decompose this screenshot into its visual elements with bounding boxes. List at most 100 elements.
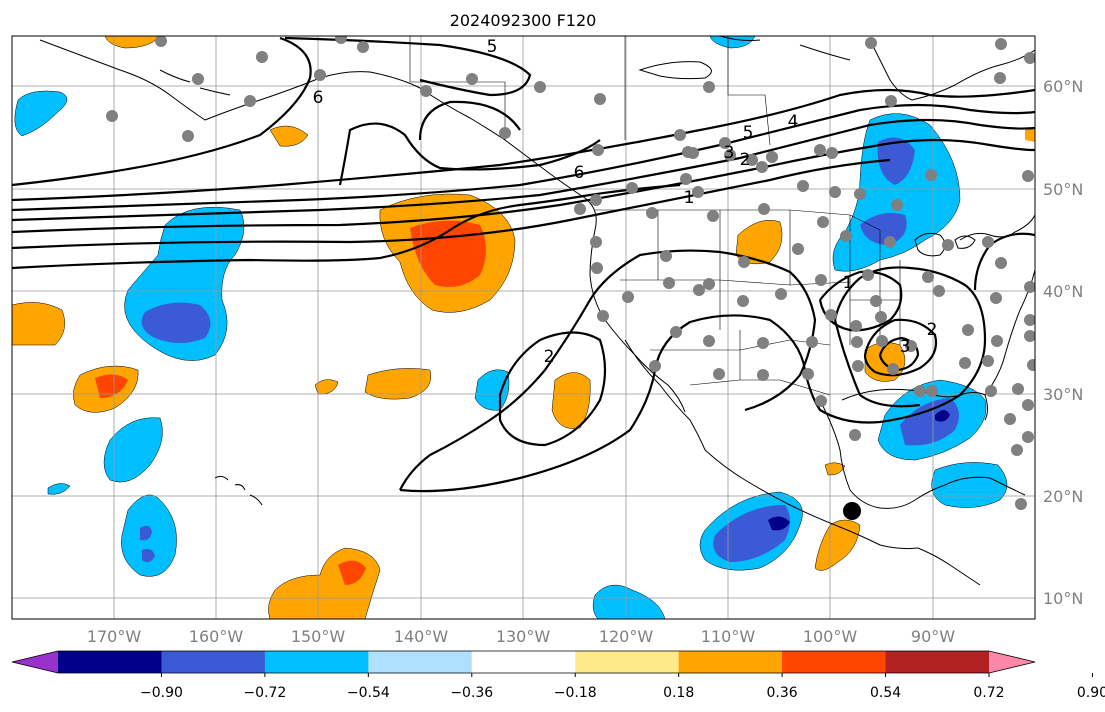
lon-label: 140°W bbox=[394, 627, 449, 646]
contour-label: 2 bbox=[544, 347, 555, 367]
contour-label: 2 bbox=[740, 150, 751, 170]
contour-bundle-3 bbox=[12, 118, 1035, 222]
pos-anomaly-small-ne bbox=[269, 125, 309, 147]
colorbar-tick-label: −0.72 bbox=[243, 685, 286, 701]
central-america bbox=[917, 476, 1026, 586]
contour-label: 6 bbox=[313, 88, 324, 108]
latitude-labels: 60°N 50°N 40°N 30°N 20°N 10°N bbox=[1043, 77, 1083, 608]
contour-low-east bbox=[818, 270, 903, 332]
neg-anomaly-canada-core bbox=[860, 137, 915, 245]
baja bbox=[624, 339, 706, 451]
lat-label: 30°N bbox=[1043, 385, 1083, 404]
lat-label: 50°N bbox=[1043, 180, 1083, 199]
map-title: 2024092300 F120 bbox=[450, 11, 597, 30]
contour-low-se bbox=[863, 318, 938, 377]
lat-label: 10°N bbox=[1043, 589, 1083, 608]
colorbar-tick-label: 0.54 bbox=[870, 685, 901, 701]
colorbar-segment bbox=[58, 651, 162, 673]
map-frame bbox=[11, 35, 1036, 620]
neg-anomaly-gulf-darkest bbox=[935, 410, 950, 422]
lon-label: 170°W bbox=[87, 627, 142, 646]
neg-anomaly-pacific-core bbox=[141, 302, 211, 343]
colorbar-extend-high bbox=[989, 651, 1035, 673]
colorbar-tick-label: 0.36 bbox=[767, 685, 798, 701]
colorbar-tick-label: 0.90 bbox=[1077, 685, 1105, 701]
colorbar-segment bbox=[575, 651, 680, 673]
negative-anomaly-regions bbox=[14, 36, 1008, 619]
contour-top-closed bbox=[284, 36, 532, 97]
neg-anomaly-pacific-south2-core bbox=[140, 525, 155, 563]
neg-anomaly-mexico-pac-darkest bbox=[768, 516, 790, 531]
aleutians bbox=[159, 69, 231, 96]
west-coast bbox=[589, 229, 686, 413]
height-contours bbox=[12, 36, 1035, 493]
pos-anomaly-baja bbox=[551, 372, 591, 429]
contour-label: 2 bbox=[927, 320, 938, 340]
hawaii bbox=[214, 475, 263, 506]
colorbar-outline bbox=[11, 650, 1036, 674]
colorbar-segment bbox=[885, 651, 990, 673]
contour-bundle-1 bbox=[12, 88, 1035, 202]
contour-label: 4 bbox=[788, 112, 799, 132]
colorbar-tick-label: −0.36 bbox=[450, 685, 493, 701]
contour-6-bundle bbox=[12, 183, 681, 270]
contour-label: 3 bbox=[900, 337, 911, 357]
lon-label: 100°W bbox=[803, 627, 858, 646]
lon-label: 130°W bbox=[496, 627, 551, 646]
neg-anomaly-caribbean bbox=[931, 462, 1008, 508]
lon-label: 110°W bbox=[701, 627, 756, 646]
colorbar-segment bbox=[368, 651, 473, 673]
mexico-pacific bbox=[704, 449, 919, 550]
colorbar-extend-low bbox=[12, 651, 58, 673]
longitude-labels: 170°W 160°W 150°W 140°W 130°W 120°W 110°… bbox=[87, 627, 955, 646]
colorbar-segment bbox=[471, 651, 576, 673]
lat-label: 20°N bbox=[1043, 487, 1083, 506]
contour-label: 3 bbox=[724, 143, 735, 163]
colorbar-tick-label: −0.18 bbox=[554, 685, 597, 701]
contour-label: 1 bbox=[684, 188, 695, 208]
lon-label: 120°W bbox=[599, 627, 654, 646]
colorbar-segment bbox=[264, 651, 369, 673]
contour-label: 5 bbox=[487, 37, 498, 57]
contour-trough-west bbox=[399, 249, 817, 491]
contour-outer bbox=[399, 266, 987, 493]
neg-anomaly-top bbox=[709, 36, 756, 49]
neg-anomaly-gulf-core bbox=[900, 398, 959, 446]
gulf-coast bbox=[819, 388, 988, 509]
colorbar-tick-label: −0.90 bbox=[140, 685, 183, 701]
colorbar-segment bbox=[782, 651, 887, 673]
colorbar-tick-label: −0.54 bbox=[347, 685, 390, 701]
pos-anomaly-south-pacific-core bbox=[338, 560, 366, 585]
lon-label: 150°W bbox=[291, 627, 346, 646]
contour-bundle-5 bbox=[12, 158, 891, 250]
station-markers bbox=[106, 36, 1035, 510]
contour-bundle-2 bbox=[12, 103, 1035, 212]
contour-label: 5 bbox=[743, 123, 754, 143]
pos-anomaly-top bbox=[104, 36, 161, 49]
neg-anomaly-bottom bbox=[592, 584, 666, 619]
lat-label: 60°N bbox=[1043, 77, 1083, 96]
colorbar-tick-label: 0.18 bbox=[663, 685, 694, 701]
pos-anomaly-east-edge bbox=[1025, 128, 1035, 142]
neg-anomaly-canada bbox=[832, 113, 961, 272]
contour-label: 6 bbox=[574, 163, 585, 183]
contour-6-left bbox=[12, 36, 312, 187]
neg-anomaly-alaska-west bbox=[14, 90, 68, 137]
pos-anomaly-west bbox=[12, 302, 66, 346]
colorbar: −0.90 −0.72 −0.54 −0.36 −0.18 0.18 0.36 0.54 0.7… bbox=[11, 650, 1105, 701]
neg-anomaly-small1 bbox=[47, 483, 71, 495]
hudson bbox=[869, 39, 1035, 101]
lon-label: 90°W bbox=[911, 627, 955, 646]
pos-anomaly-mid1 bbox=[314, 379, 339, 395]
contour-ridge bbox=[338, 122, 601, 186]
colorbar-segment bbox=[161, 651, 266, 673]
pos-anomaly-pacific-northeast-core bbox=[410, 220, 486, 288]
colorbar-tick-label: 0.72 bbox=[973, 685, 1004, 701]
pos-anomaly-mid2 bbox=[364, 368, 432, 400]
pos-anomaly-hawaii-north-core bbox=[95, 374, 128, 398]
pos-anomaly-mexico bbox=[814, 519, 861, 571]
neg-anomaly-baja-offshore bbox=[474, 369, 510, 411]
alaska-coast bbox=[39, 39, 597, 231]
contour-low-loop bbox=[418, 100, 521, 141]
